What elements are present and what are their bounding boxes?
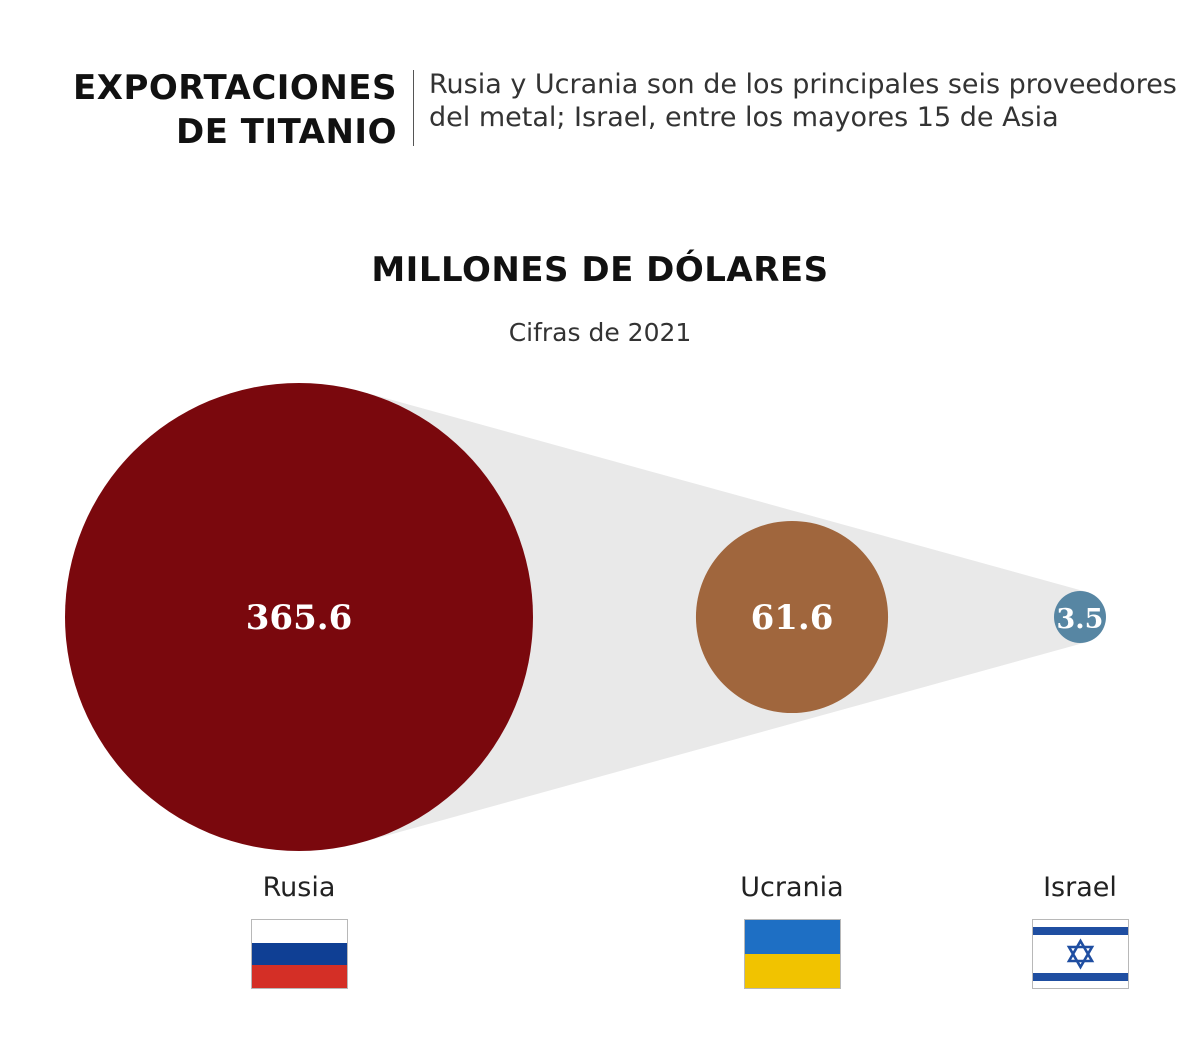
main-title-line-2: DE TITANIO	[175, 112, 397, 152]
chart-subtitle: Cifras de 2021	[508, 318, 692, 347]
value-label-ucrania: 61.6	[751, 598, 834, 638]
chart-title: MILLONES DE DÓLARES	[371, 250, 829, 290]
subtitle: Rusia y Ucrania son de los principales s…	[429, 68, 1177, 134]
main-title-line-1: EXPORTACIONES	[73, 68, 397, 108]
country-label-ucrania: Ucrania	[740, 872, 844, 903]
title-divider	[413, 70, 414, 146]
israel-flag-icon	[1032, 919, 1129, 989]
ukraine-flag-icon	[744, 919, 841, 989]
country-label-rusia: Rusia	[262, 872, 336, 903]
russia-flag-icon	[251, 919, 348, 989]
bubble-israel	[1054, 591, 1106, 643]
subtitle-line-2: del metal; Israel, entre los mayores 15 …	[429, 102, 1059, 133]
bubble-rusia	[65, 383, 533, 851]
value-label-rusia: 365.6	[246, 598, 352, 638]
country-label-israel: Israel	[1043, 872, 1117, 903]
main-title: EXPORTACIONES DE TITANIO	[73, 66, 397, 154]
header: EXPORTACIONES DE TITANIO Rusia y Ucrania…	[0, 62, 1200, 152]
bubble-ucrania	[695, 520, 889, 714]
value-label-israel: 3.5	[1057, 604, 1104, 635]
subtitle-line-1: Rusia y Ucrania son de los principales s…	[429, 69, 1177, 100]
